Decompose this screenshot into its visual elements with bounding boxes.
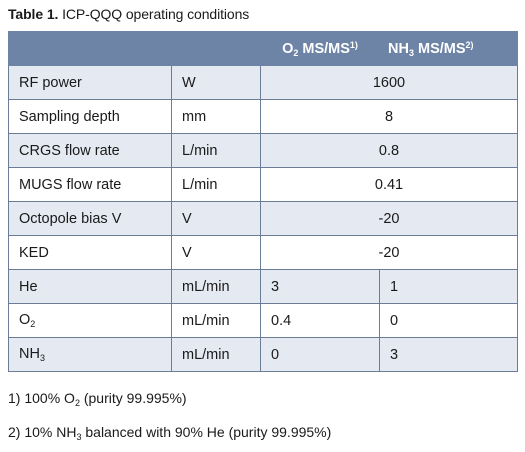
header-nh3-main: NH (388, 40, 409, 57)
row-value: 8 (260, 99, 518, 134)
footnote-2-text-b: balanced with 90% He (purity 99.995%) (81, 424, 332, 440)
table-row-o2: O2 mL/min 0.4 0 (8, 303, 518, 338)
row-value-o2: 0 (260, 337, 380, 372)
caption-text: ICP-QQQ operating conditions (62, 6, 250, 22)
row-value-o2: 0.4 (260, 303, 380, 338)
row-value: 1600 (260, 65, 518, 100)
header-empty-name (8, 31, 172, 66)
row-unit: L/min (171, 167, 261, 202)
row-name: CRGS flow rate (8, 133, 172, 168)
table-row-rf-power: RF power W 1600 (8, 65, 518, 100)
row-unit: mL/min (171, 337, 261, 372)
row-name: KED (8, 235, 172, 270)
header-nh3-sup: 2) (465, 39, 474, 50)
row-value: 0.41 (260, 167, 518, 202)
footnote-1-sub: 2 (74, 398, 80, 408)
row-value-nh3: 0 (379, 303, 518, 338)
row-unit: mL/min (171, 303, 261, 338)
row-value: 0.8 (260, 133, 518, 168)
header-nh3-msms: NH3 MS/MS2) (379, 31, 518, 66)
row-name: He (8, 269, 172, 304)
table-row-ked: KED V -20 (8, 235, 518, 270)
row-unit: L/min (171, 133, 261, 168)
header-o2-rest: MS/MS (298, 40, 350, 57)
row-unit: mm (171, 99, 261, 134)
row-name: Octopole bias V (8, 201, 172, 236)
row-value: -20 (260, 201, 518, 236)
header-nh3-sub: 3 (408, 47, 414, 58)
row-value-nh3: 1 (379, 269, 518, 304)
footnote-2-sub: 3 (76, 432, 82, 442)
row-name-main: O (19, 312, 31, 328)
row-name: Sampling depth (8, 99, 172, 134)
caption-label: Table 1. (8, 6, 59, 22)
row-value: -20 (260, 235, 518, 270)
operating-conditions-table: O2 MS/MS1) NH3 MS/MS2) RF power W 1600 S… (8, 31, 518, 372)
table-caption: Table 1. ICP-QQQ operating conditions (8, 6, 249, 22)
table-row-nh3: NH3 mL/min 0 3 (8, 337, 518, 372)
header-o2-sup: 1) (349, 39, 358, 50)
row-unit: V (171, 235, 261, 270)
header-o2-msms: O2 MS/MS1) (260, 31, 380, 66)
footnote-2: 2) 10% NH3 balanced with 90% He (purity … (8, 418, 331, 452)
header-empty-unit (171, 31, 261, 66)
row-name-main: NH (19, 346, 40, 362)
header-o2-sub: 2 (293, 47, 299, 58)
table-row-sampling-depth: Sampling depth mm 8 (8, 99, 518, 134)
header-nh3-rest: MS/MS (413, 40, 466, 57)
row-unit: mL/min (171, 269, 261, 304)
header-o2-main: O (282, 40, 294, 57)
table-row-crgs: CRGS flow rate L/min 0.8 (8, 133, 518, 168)
row-name-sub: 2 (30, 319, 36, 329)
table-row-mugs: MUGS flow rate L/min 0.41 (8, 167, 518, 202)
footnote-2-text-a: 2) 10% NH (8, 424, 77, 440)
row-unit: V (171, 201, 261, 236)
table-row-he: He mL/min 3 1 (8, 269, 518, 304)
row-name: O2 (8, 303, 172, 338)
row-name: RF power (8, 65, 172, 100)
table-header-row: O2 MS/MS1) NH3 MS/MS2) (8, 31, 518, 66)
table-footnotes: 1) 100% O2 (purity 99.995%) 2) 10% NH3 b… (8, 384, 331, 452)
row-name: MUGS flow rate (8, 167, 172, 202)
row-unit: W (171, 65, 261, 100)
footnote-1-text-b: (purity 99.995%) (79, 390, 187, 406)
row-value-o2: 3 (260, 269, 380, 304)
table-row-octopole: Octopole bias V V -20 (8, 201, 518, 236)
row-name-sub: 3 (39, 353, 45, 363)
row-name: NH3 (8, 337, 172, 372)
row-value-nh3: 3 (379, 337, 518, 372)
footnote-1: 1) 100% O2 (purity 99.995%) (8, 384, 331, 418)
footnote-1-text-a: 1) 100% O (8, 390, 75, 406)
